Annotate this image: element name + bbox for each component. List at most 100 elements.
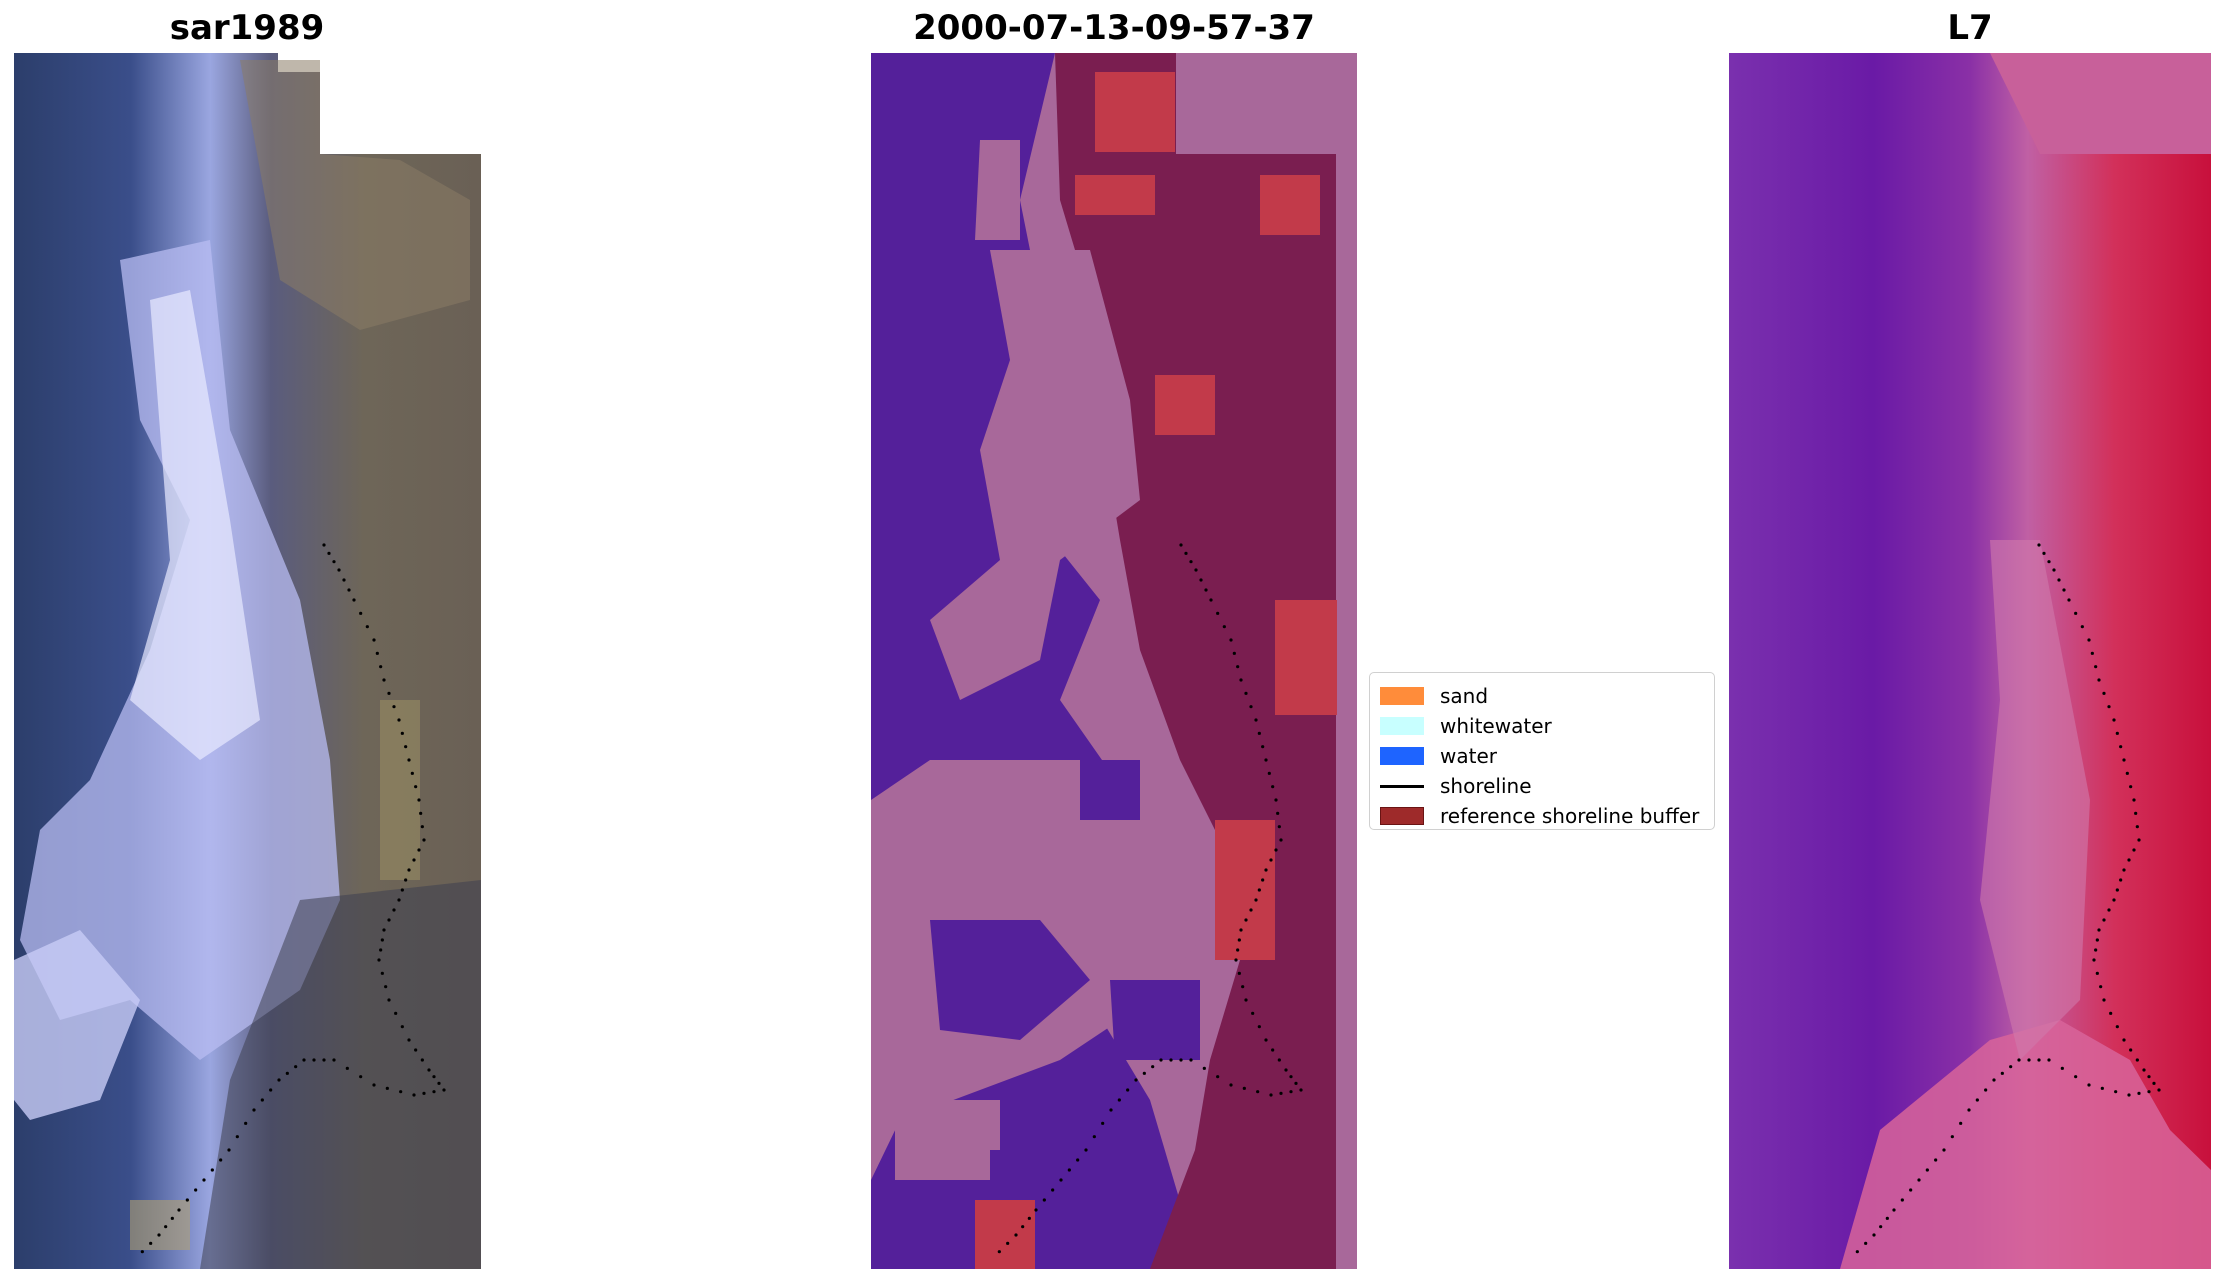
shoreline-point — [382, 928, 386, 932]
panel-title-sar1989: sar1989 — [169, 8, 325, 48]
shoreline-point — [1151, 1065, 1155, 1069]
shoreline-point — [342, 578, 346, 582]
shoreline-point — [1189, 1058, 1193, 1062]
shoreline-point — [2147, 1075, 2151, 1079]
l7-image — [1729, 53, 2211, 1269]
shoreline-point — [407, 868, 411, 872]
shoreline-point — [2137, 1091, 2141, 1095]
shoreline-point — [397, 718, 401, 722]
shoreline-point — [1274, 848, 1278, 852]
shoreline-point — [1909, 1188, 1913, 1192]
shoreline-point — [2097, 928, 2101, 932]
shoreline-point — [380, 971, 384, 975]
shoreline-point — [412, 1093, 416, 1097]
shoreline-swatch — [1380, 784, 1424, 788]
shoreline-point — [322, 1058, 326, 1062]
shoreline-point — [1967, 1108, 1971, 1112]
shoreline-point — [1179, 543, 1183, 547]
shoreline-point — [1216, 1075, 1220, 1079]
shoreline-point — [1076, 1158, 1080, 1162]
shoreline-point — [2062, 588, 2066, 592]
shoreline-point — [1159, 1058, 1163, 1062]
shoreline-point — [2127, 858, 2131, 862]
shoreline-point — [410, 771, 414, 775]
shoreline-point — [392, 908, 396, 912]
shoreline-point — [359, 611, 363, 615]
shoreline-point — [407, 758, 411, 762]
shoreline-point — [420, 825, 424, 829]
shoreline-point — [2107, 705, 2111, 709]
shoreline-point — [302, 1058, 306, 1062]
shoreline-point — [2102, 691, 2106, 695]
shoreline-point — [347, 588, 351, 592]
shoreline-point — [442, 1088, 446, 1092]
shoreline-point — [1109, 1108, 1113, 1112]
shoreline-point — [1257, 888, 1261, 892]
shoreline-point — [1092, 1135, 1096, 1139]
shoreline-point — [210, 1168, 214, 1172]
shoreline-point — [1229, 1083, 1233, 1087]
shoreline-point — [1975, 1098, 1979, 1102]
shoreline-point — [202, 1178, 206, 1182]
shoreline-point — [2074, 1075, 2078, 1079]
shoreline-point — [1249, 705, 1253, 709]
shoreline-point — [1101, 1121, 1105, 1125]
shoreline-point — [1199, 578, 1203, 582]
shoreline-point — [1142, 1071, 1146, 1075]
shoreline-point — [427, 1068, 431, 1072]
shoreline-point — [1885, 1216, 1889, 1220]
shoreline-point — [1014, 1233, 1018, 1237]
shoreline-point — [1249, 908, 1253, 912]
shoreline-point — [2147, 1090, 2151, 1094]
shoreline-point — [1277, 1058, 1281, 1062]
shoreline-point — [1236, 948, 1240, 952]
shoreline-point — [400, 1025, 404, 1029]
shoreline-point — [1959, 1121, 1963, 1125]
shoreline-point — [1892, 1208, 1896, 1212]
shoreline-point — [2067, 598, 2071, 602]
shoreline-point — [372, 1083, 376, 1087]
shoreline-point — [404, 878, 408, 882]
shoreline-point — [359, 1075, 363, 1079]
shoreline-point — [2087, 1083, 2091, 1087]
shoreline-point — [1251, 1011, 1255, 1015]
shoreline-point — [375, 651, 379, 655]
shoreline-point — [2109, 1011, 2113, 1015]
shoreline-point — [1059, 1178, 1063, 1182]
shoreline-point — [414, 785, 418, 789]
shoreline-point — [399, 1090, 403, 1094]
shoreline-point — [2095, 938, 2099, 942]
legend-label: water — [1440, 744, 1497, 768]
shoreline-point — [1216, 611, 1220, 615]
shoreline-point — [1051, 1188, 1055, 1192]
shoreline-point — [400, 731, 404, 735]
shoreline-point — [1299, 1088, 1303, 1092]
shoreline-point — [1084, 1148, 1088, 1152]
shoreline-point — [1269, 858, 1273, 862]
shoreline-point — [1194, 568, 1198, 572]
shoreline-point — [312, 1058, 316, 1062]
shoreline-point — [1942, 1148, 1946, 1152]
legend-item-sand: sand — [1380, 681, 1704, 711]
shoreline-point — [407, 1038, 411, 1042]
shoreline-point — [382, 678, 386, 682]
shoreline-point — [2157, 1088, 2161, 1092]
shoreline-point — [1274, 798, 1278, 802]
shoreline-point — [2135, 1058, 2139, 1062]
shoreline-point — [2125, 771, 2129, 775]
shoreline-point — [2094, 948, 2098, 952]
shoreline-point — [170, 1216, 174, 1220]
shoreline-point — [1855, 1250, 1859, 1254]
shoreline-point — [219, 1158, 223, 1162]
shoreline-point — [2152, 1081, 2156, 1085]
shoreline-point — [1279, 1091, 1283, 1095]
shoreline-point — [1289, 1075, 1293, 1079]
legend-label: whitewater — [1440, 714, 1552, 738]
legend-item-shoreline: shoreline — [1380, 771, 1704, 801]
shoreline-point — [1229, 638, 1233, 642]
shoreline-point — [2047, 1058, 2051, 1062]
shoreline-point — [2052, 568, 2056, 572]
shoreline-point — [400, 888, 404, 892]
shoreline-point — [397, 898, 401, 902]
shoreline-point — [1117, 1098, 1121, 1102]
